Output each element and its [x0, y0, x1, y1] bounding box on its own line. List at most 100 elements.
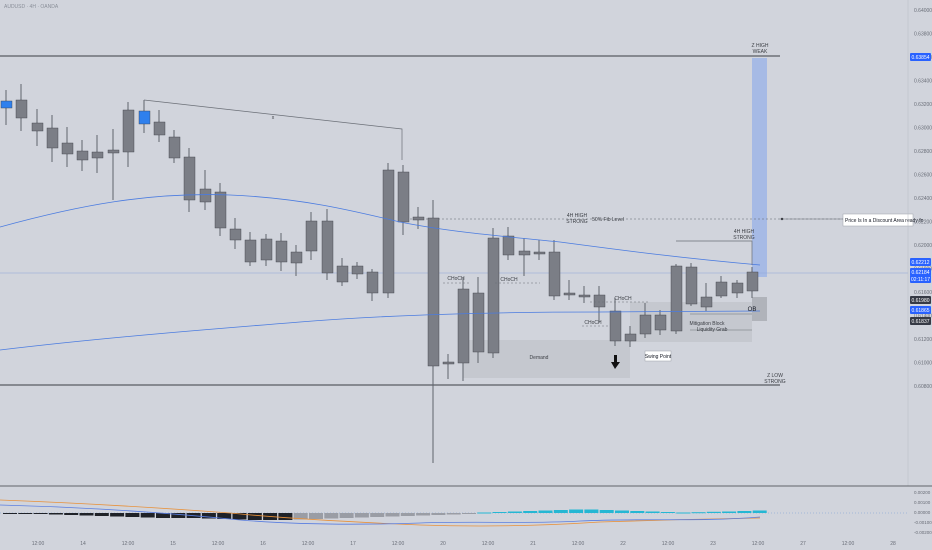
structure-x-label: x	[272, 115, 275, 121]
osc-bar	[615, 510, 629, 513]
osc-bar	[400, 513, 415, 516]
price-tick: 0.63400	[914, 79, 932, 85]
candle-34	[518, 238, 531, 276]
candle-body	[275, 240, 288, 263]
time-tick: 12:00	[302, 541, 315, 547]
h4-high-a-label: 4H HIGH	[567, 213, 588, 219]
candle-body	[321, 220, 334, 274]
candle-7	[107, 129, 120, 200]
ma-fast-line	[0, 194, 761, 266]
candle-body	[487, 237, 500, 354]
osc-bar	[737, 511, 752, 513]
choch-label-3: CHoCH	[614, 296, 632, 302]
candle-body	[518, 250, 531, 256]
osc-bar	[462, 513, 476, 514]
candle-28	[427, 200, 440, 463]
candle-body	[122, 109, 135, 153]
candle-body	[397, 171, 410, 223]
price-tick: 0.64000	[914, 8, 932, 14]
osc-tick: 0.00200	[914, 490, 931, 495]
candle-body	[382, 169, 395, 294]
mitigation-block-label: Mitigation Block	[689, 321, 725, 327]
candle-body	[472, 292, 485, 353]
osc-bar	[110, 513, 125, 517]
osc-bar	[140, 513, 155, 518]
price-tick: 0.61200	[914, 337, 932, 343]
candle-12	[183, 148, 196, 212]
candle-body	[15, 99, 28, 119]
candle-body	[412, 216, 425, 221]
candle-body	[336, 265, 349, 283]
candle-47	[715, 276, 728, 298]
price-tag-box	[910, 53, 931, 61]
time-tick: 20	[440, 541, 446, 547]
osc-bar	[370, 513, 385, 517]
time-tick: 12:00	[32, 541, 45, 547]
price-tag-box	[910, 306, 931, 314]
candle-body	[502, 235, 515, 256]
candle-body	[260, 238, 273, 261]
osc-bar	[660, 512, 675, 513]
price-tick: 0.62400	[914, 196, 932, 202]
time-tick: 27	[800, 541, 806, 547]
candle-body	[366, 271, 379, 294]
candle-49	[746, 267, 759, 298]
premium-zone	[752, 58, 767, 277]
candle-body	[731, 282, 744, 294]
candle-0	[0, 90, 13, 125]
choch-label-2: CHoCH	[500, 277, 518, 283]
price-tag-text: 02:11:17	[911, 277, 930, 283]
candle-body	[168, 136, 181, 159]
candle-body	[305, 220, 318, 252]
osc-bar	[156, 513, 170, 518]
strong-high-sub: WEAK	[753, 49, 768, 55]
osc-tick: 0.00000	[914, 510, 931, 515]
osc-tick: -0.00200	[914, 530, 932, 535]
osc-bar	[691, 512, 706, 514]
candle-body	[214, 191, 227, 229]
osc-bar	[645, 511, 660, 513]
h4-high-b-sub: STRONG	[733, 235, 755, 241]
price-tick: 0.63200	[914, 102, 932, 108]
candle-15	[229, 218, 242, 249]
candle-42	[639, 303, 652, 338]
candle-13	[199, 170, 212, 210]
candle-body	[427, 217, 440, 367]
time-tick: 17	[350, 541, 356, 547]
candle-3	[46, 115, 59, 162]
price-tag-text: 0.61865	[911, 308, 929, 314]
strong-high-label: Z HIGH	[752, 43, 769, 49]
candle-43	[654, 310, 667, 335]
time-axis-layer: 12:00 14 12:00 15 12:00 16 12:00 17 12:00 20 12:00…	[32, 541, 896, 547]
candle-body	[746, 271, 759, 292]
price-tag-text: 0.61980	[911, 298, 929, 304]
price-tick: 0.61400	[914, 314, 932, 320]
candle-body	[457, 288, 470, 364]
choch-label-1: CHoCH	[447, 276, 465, 282]
time-tick: 14	[80, 541, 86, 547]
price-tag-text: 0.62212	[911, 260, 929, 266]
osc-bar	[247, 513, 262, 520]
candle-body	[609, 310, 622, 342]
osc-bar	[477, 512, 492, 514]
candle-body	[670, 265, 683, 332]
candle-23	[351, 262, 364, 279]
time-tick: 12:00	[392, 541, 405, 547]
time-tick: 12:00	[572, 541, 585, 547]
price-tag-text: 0.61837	[911, 319, 929, 325]
candles-layer	[0, 84, 759, 463]
osc-bar	[339, 513, 354, 518]
candle-body	[290, 251, 303, 264]
time-tick: 22	[620, 541, 626, 547]
candle-25	[382, 163, 395, 298]
osc-bar	[431, 513, 446, 515]
osc-bar	[293, 513, 308, 520]
osc-bar	[79, 513, 94, 516]
time-tick: 28	[890, 541, 896, 547]
price-tick: 0.62200	[914, 220, 932, 226]
osc-bar	[752, 510, 767, 513]
demand-label: Demand	[530, 355, 549, 361]
osc-signal-line	[0, 499, 761, 527]
